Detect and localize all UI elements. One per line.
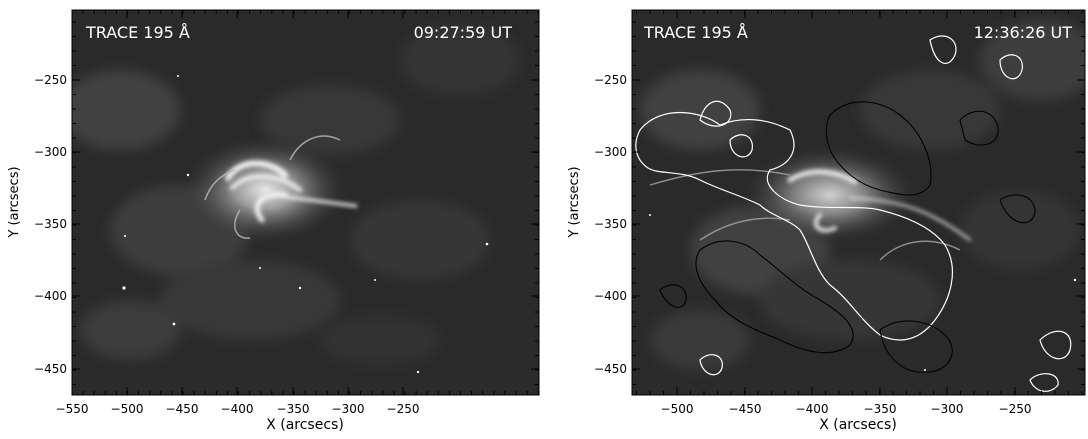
left-axis-ticks — [71, 10, 539, 395]
right-instrument-label: TRACE 195 Å — [643, 23, 748, 42]
x-tick-label: −250 — [387, 402, 420, 416]
left-y-tick-labels: −250 −300 −350 −400 −450 — [34, 73, 67, 376]
y-tick-label: −350 — [594, 217, 627, 231]
right-y-tick-labels: −250 −300 −350 −400 −450 — [594, 73, 627, 376]
left-time-label: 09:27:59 UT — [414, 23, 513, 42]
y-tick-label: −300 — [34, 145, 67, 159]
x-tick-label: −500 — [661, 402, 694, 416]
right-solar-image — [632, 10, 1085, 395]
left-y-axis-label: Y (arcsecs) — [7, 166, 22, 238]
y-tick-label: −300 — [594, 145, 627, 159]
y-tick-label: −350 — [34, 217, 67, 231]
positive-contours — [635, 35, 1072, 392]
x-tick-label: −350 — [277, 402, 310, 416]
right-y-axis-label: Y (arcsecs) — [567, 166, 582, 238]
right-plot-frame — [631, 9, 1086, 396]
left-instrument-label: TRACE 195 Å — [85, 23, 190, 42]
y-tick-label: −400 — [594, 289, 627, 303]
left-panel: TRACE 195 Å 09:27:59 UT −550 −500 −450 −… — [7, 9, 540, 433]
y-tick-label: −400 — [34, 289, 67, 303]
left-solar-image — [72, 10, 539, 395]
left-x-tick-labels: −550 −500 −450 −400 −350 −300 −250 — [56, 402, 420, 416]
right-time-label: 12:36:26 UT — [974, 23, 1073, 42]
x-tick-label: −450 — [166, 402, 199, 416]
y-tick-label: −250 — [594, 73, 627, 87]
right-axis-ticks — [632, 10, 1085, 395]
x-tick-label: −500 — [111, 402, 144, 416]
x-tick-label: −550 — [56, 402, 89, 416]
x-tick-label: −250 — [999, 402, 1032, 416]
right-x-axis-label: X (arcsecs) — [819, 417, 897, 433]
negative-contours — [659, 101, 1036, 373]
x-tick-label: −400 — [221, 402, 254, 416]
right-x-tick-labels: −500 −450 −400 −350 −300 −250 — [661, 402, 1032, 416]
y-tick-label: −250 — [34, 73, 67, 87]
x-tick-label: −400 — [796, 402, 829, 416]
y-tick-label: −450 — [34, 362, 67, 376]
left-x-axis-label: X (arcsecs) — [266, 417, 344, 433]
y-tick-label: −450 — [594, 362, 627, 376]
x-tick-label: −350 — [864, 402, 897, 416]
right-panel: TRACE 195 Å 12:36:26 UT −500 −450 −400 −… — [567, 9, 1086, 433]
x-tick-label: −300 — [931, 402, 964, 416]
x-tick-label: −300 — [332, 402, 365, 416]
x-tick-label: −450 — [729, 402, 762, 416]
